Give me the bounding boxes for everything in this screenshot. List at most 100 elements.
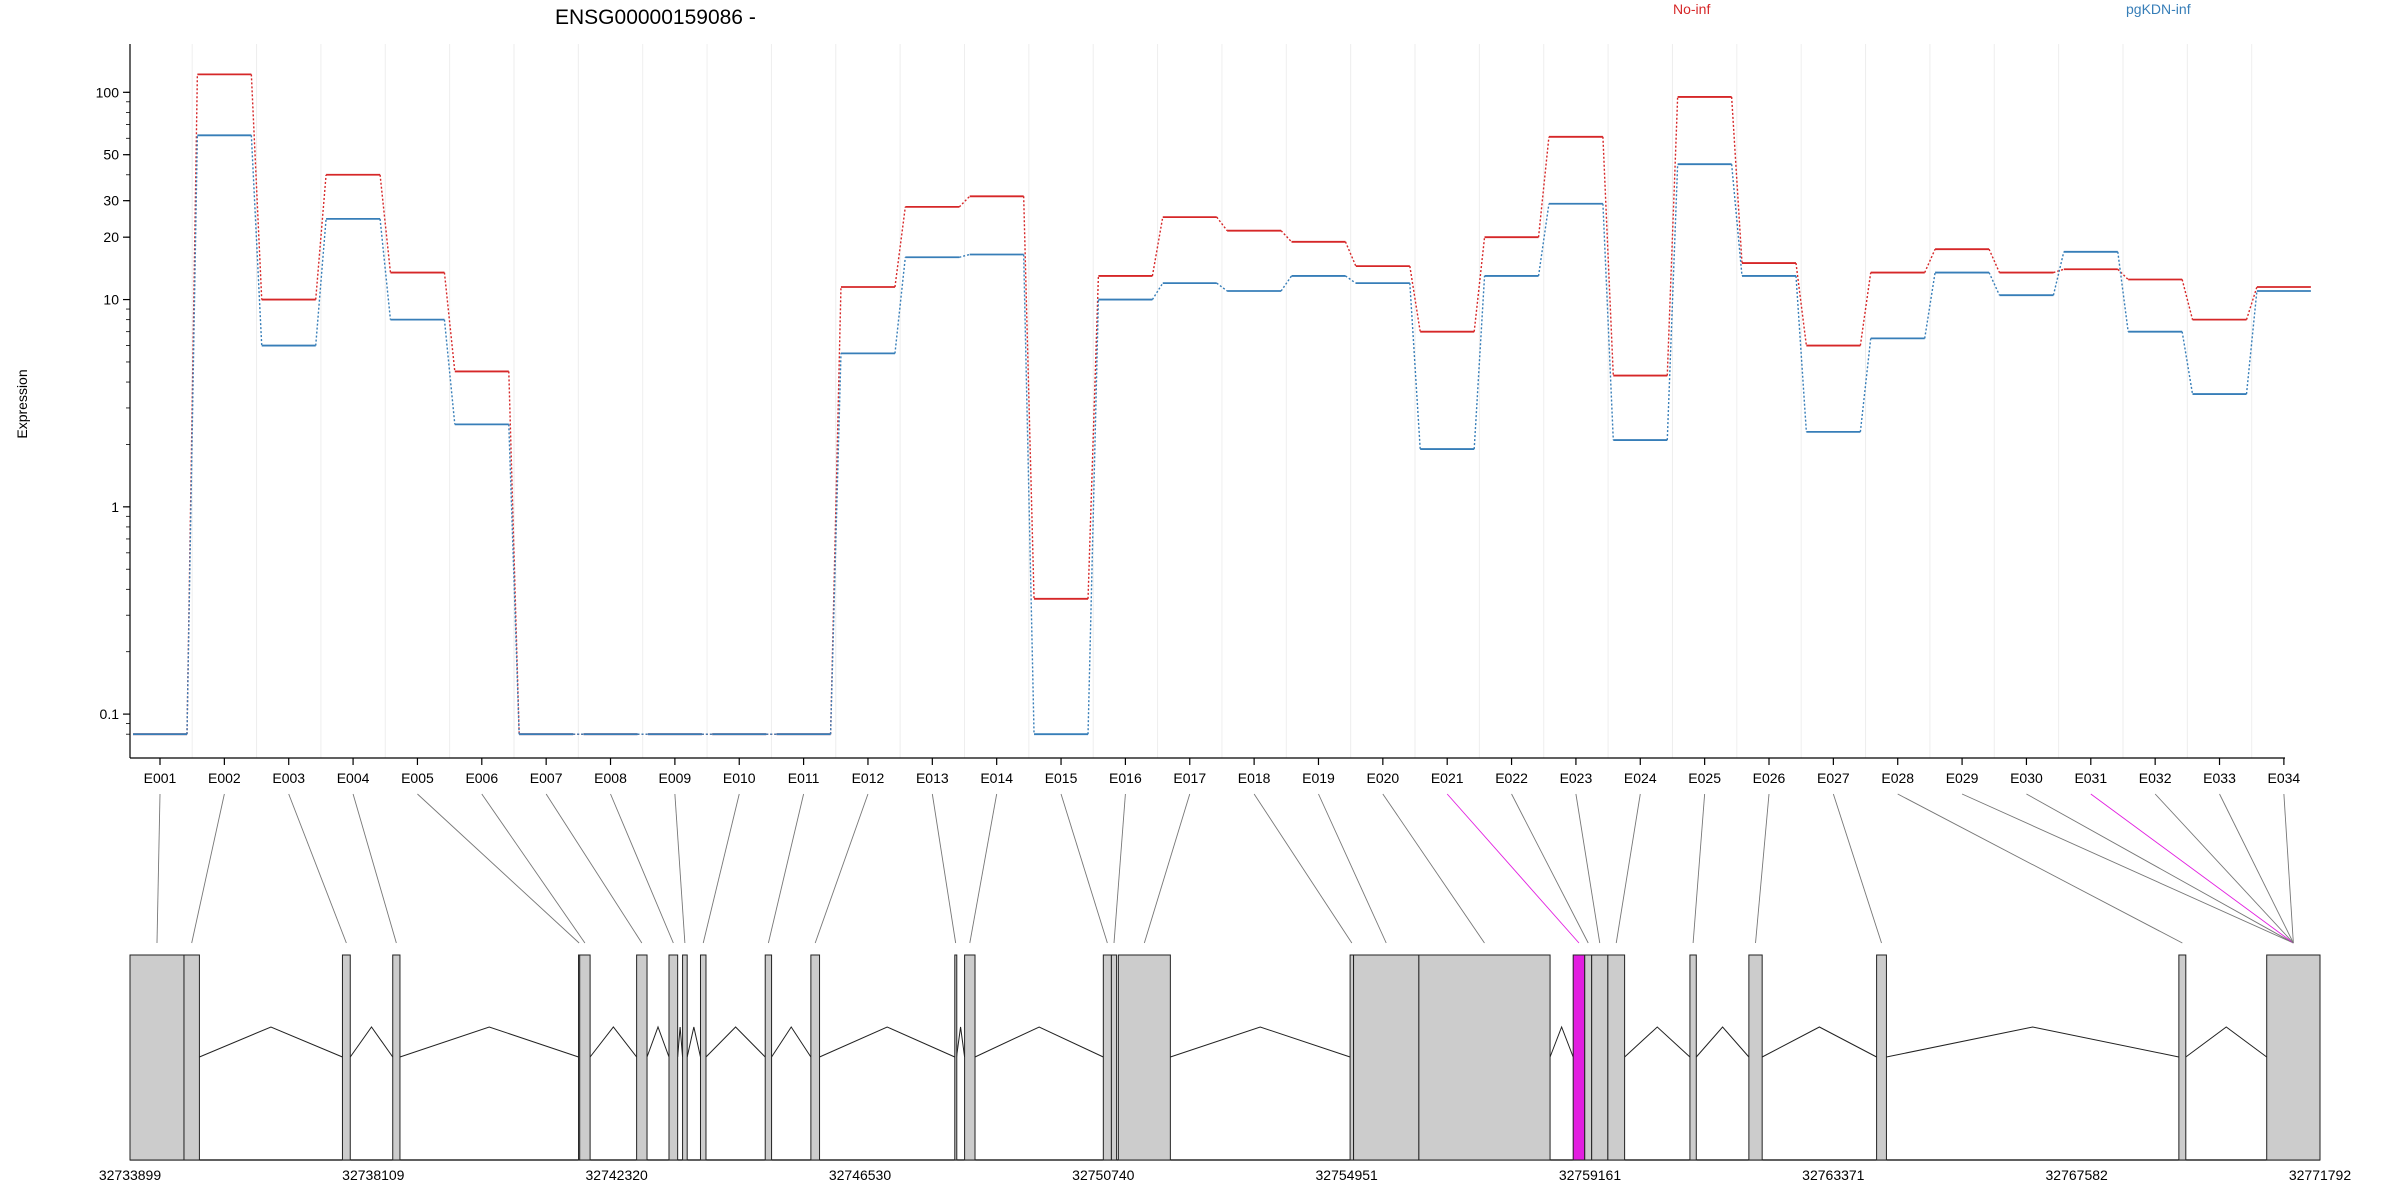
connector-e034: [2283, 793, 2294, 944]
intron: [349, 1026, 394, 1058]
exon-block-e017: [1117, 954, 1171, 1161]
connector-e025: [1692, 793, 1706, 944]
connector-e002: [191, 793, 225, 944]
exon-block-e013: [954, 954, 958, 1161]
connector-e015: [1060, 793, 1108, 944]
intron: [819, 1026, 955, 1058]
connector-e010: [702, 793, 740, 944]
connector-e005: [417, 793, 580, 944]
x-tick-label-e008: E008: [594, 770, 627, 786]
connector-e017: [1143, 793, 1191, 944]
x-tick-label-e024: E024: [1624, 770, 1657, 786]
x-tick-label-e003: E003: [272, 770, 305, 786]
genomic-tick-32738109: 32738109: [342, 1167, 405, 1183]
exon-block-e026: [1748, 954, 1763, 1161]
connector-e018: [1253, 793, 1353, 944]
genomic-axis: 32733899 32738109 32742320 32746530 32750740…: [99, 1167, 2352, 1183]
exon-block-e029: [2266, 954, 2321, 1161]
exon-block-e027: [1876, 954, 1887, 1161]
x-tick-label-e004: E004: [337, 770, 370, 786]
intron: [2185, 1026, 2268, 1058]
intron: [1549, 1025, 1574, 1058]
x-tick-label-e032: E032: [2139, 770, 2172, 786]
x-tick-label-e009: E009: [659, 770, 692, 786]
intron: [771, 1026, 812, 1058]
intron: [1695, 1026, 1750, 1058]
genomic-tick-32763371: 32763371: [1802, 1167, 1865, 1183]
connector-e032: [2154, 793, 2294, 944]
intron: [589, 1026, 638, 1058]
connector-e020: [1382, 793, 1485, 944]
connector-e008: [610, 793, 674, 944]
y-tick-label-0-1: 0.1: [100, 706, 120, 722]
connector-e026: [1755, 793, 1770, 944]
exon-block-e004: [392, 954, 401, 1161]
genomic-tick-32746530: 32746530: [829, 1167, 892, 1183]
connector-e007: [545, 793, 643, 944]
exon-block-e028: [2178, 954, 2187, 1161]
x-tick-label-e005: E005: [401, 770, 434, 786]
connector-e014: [969, 793, 998, 944]
x-tick-label-e001: E001: [144, 770, 177, 786]
x-tick-label-e013: E013: [916, 770, 949, 786]
exon-block-e008: [668, 954, 679, 1161]
genomic-tick-32742320: 32742320: [586, 1167, 649, 1183]
x-tick-label-e026: E026: [1753, 770, 1786, 786]
exon-block-e012: [810, 954, 821, 1161]
connector-e029: [1961, 793, 2294, 944]
x-tick-label-e006: E006: [465, 770, 498, 786]
intron: [1170, 1026, 1351, 1058]
x-axis: E001 E002 E003 E004 E005 E006 E007 E008 E009 E010…: [130, 757, 2301, 786]
connector-e012: [814, 793, 869, 944]
exon-block-e025: [1689, 954, 1697, 1161]
exon-block-e001: [129, 954, 185, 1161]
connector-e013: [931, 793, 957, 944]
grid-lines: [191, 44, 2253, 758]
x-tick-label-e016: E016: [1109, 770, 1142, 786]
connector-e023: [1575, 793, 1601, 944]
series-pgkdn-inf: [133, 134, 2311, 736]
x-tick-label-e034: E034: [2268, 770, 2301, 786]
x-tick-label-e031: E031: [2074, 770, 2107, 786]
y-axis-label: Expression: [14, 369, 30, 438]
genomic-tick-32754951: 32754951: [1316, 1167, 1379, 1183]
exon-block-e015: [1102, 954, 1112, 1161]
x-tick-label-e025: E025: [1688, 770, 1721, 786]
x-tick-label-e015: E015: [1045, 770, 1078, 786]
exon-block-e020: [1418, 954, 1551, 1161]
x-tick-label-e028: E028: [1881, 770, 1914, 786]
y-tick-label-10: 10: [103, 292, 119, 308]
connector-e028: [1897, 793, 2183, 944]
connector-e003: [288, 793, 347, 944]
y-tick-label-20: 20: [103, 229, 119, 245]
exon-block-e022: [1584, 954, 1593, 1161]
exon-block-e009: [682, 954, 688, 1161]
genomic-tick-32733899: 32733899: [99, 1167, 162, 1183]
exon-block-e010: [699, 954, 707, 1161]
exon-connectors: [156, 793, 2294, 944]
intron: [677, 1026, 684, 1058]
x-tick-label-e011: E011: [788, 770, 820, 786]
exon-block-e021: [1572, 954, 1586, 1161]
x-tick-label-e023: E023: [1560, 770, 1593, 786]
exon-block-e006: [579, 954, 591, 1161]
intron: [1761, 1026, 1877, 1058]
intron: [956, 1026, 966, 1058]
intron: [974, 1026, 1104, 1058]
x-tick-label-e012: E012: [852, 770, 885, 786]
intron: [705, 1026, 766, 1058]
genomic-tick-32759161: 32759161: [1559, 1167, 1622, 1183]
exon-block-e011: [764, 954, 773, 1161]
intron: [399, 1026, 579, 1058]
connector-e033: [2219, 793, 2294, 944]
legend-no-inf: No-inf: [1673, 1, 1710, 17]
intron: [686, 1026, 701, 1058]
connector-e006: [481, 793, 586, 944]
x-tick-label-e019: E019: [1302, 770, 1335, 786]
connector-e016: [1113, 793, 1126, 944]
intron: [1886, 1026, 2179, 1058]
legend-pgkdn-inf: pgKDN-inf: [2126, 1, 2191, 17]
genomic-tick-32750740: 32750740: [1072, 1167, 1135, 1183]
exon-block-e018: [1349, 954, 1355, 1161]
connector-e027: [1832, 793, 1882, 944]
